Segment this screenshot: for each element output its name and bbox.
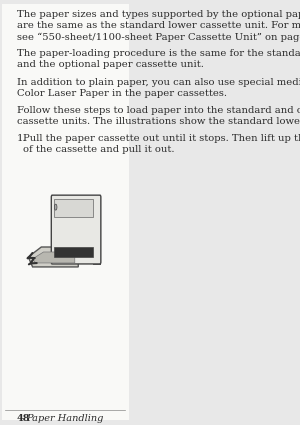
FancyBboxPatch shape (51, 195, 101, 264)
Text: Paper Handling: Paper Handling (26, 414, 104, 423)
Text: cassette units. The illustrations show the standard lower cassette.: cassette units. The illustrations show t… (16, 117, 300, 126)
Text: In addition to plain paper, you can also use special media such as EPSON: In addition to plain paper, you can also… (16, 77, 300, 87)
Text: Pull the paper cassette out until it stops. Then lift up the front: Pull the paper cassette out until it sto… (22, 134, 300, 143)
Text: The paper sizes and types supported by the optional paper cassette units: The paper sizes and types supported by t… (16, 10, 300, 19)
Circle shape (54, 204, 57, 210)
Text: Color Laser Paper in the paper cassettes.: Color Laser Paper in the paper cassettes… (16, 89, 226, 98)
Polygon shape (28, 247, 78, 267)
Text: Follow these steps to load paper into the standard and optional paper: Follow these steps to load paper into th… (16, 106, 300, 115)
Text: are the same as the standard lower cassette unit. For more information,: are the same as the standard lower casse… (16, 21, 300, 30)
Text: see “550-sheet/1100-sheet Paper Cassette Unit” on page 42.: see “550-sheet/1100-sheet Paper Cassette… (16, 32, 300, 42)
Bar (94, 197, 101, 265)
Polygon shape (33, 252, 75, 263)
Bar (54, 199, 94, 217)
Text: of the cassette and pull it out.: of the cassette and pull it out. (22, 145, 174, 154)
Text: and the optional paper cassette unit.: and the optional paper cassette unit. (16, 60, 203, 69)
Text: 1.: 1. (16, 134, 26, 143)
Bar (54, 247, 94, 257)
Text: 48: 48 (16, 414, 30, 423)
Text: The paper-loading procedure is the same for the standard lower cassette: The paper-loading procedure is the same … (16, 49, 300, 58)
